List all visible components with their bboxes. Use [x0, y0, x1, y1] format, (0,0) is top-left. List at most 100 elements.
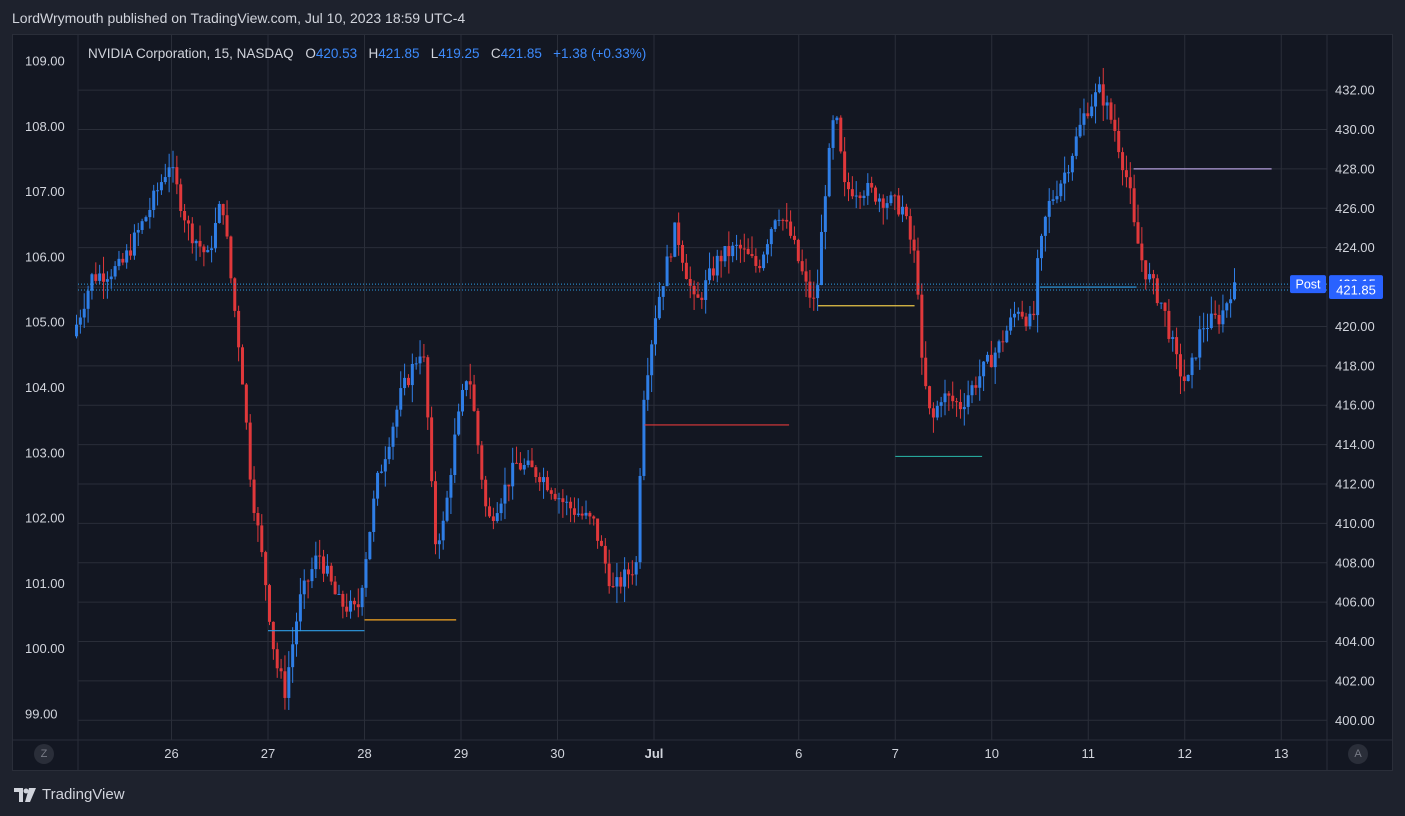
candle-body: [989, 354, 993, 368]
candle-body: [553, 493, 557, 500]
left-axis-tick: 101.00: [25, 576, 65, 591]
candle-body: [781, 219, 785, 221]
candle-body: [175, 167, 179, 185]
candle-body: [352, 600, 356, 605]
candle-body: [1229, 299, 1233, 304]
candle-body: [1028, 313, 1032, 327]
candle-body: [279, 668, 283, 672]
low-label: L: [430, 46, 439, 61]
candle-body: [792, 235, 796, 240]
candle-body: [599, 540, 603, 546]
candle-body: [1059, 183, 1063, 197]
candle-body: [341, 593, 345, 607]
candle-body: [688, 279, 692, 286]
candle-body: [700, 297, 704, 300]
candle-body: [912, 239, 916, 251]
candle-body: [742, 248, 746, 250]
candle-body: [140, 221, 144, 230]
candle-body: [1105, 102, 1109, 106]
candle-body: [808, 281, 812, 298]
candle-body: [526, 460, 530, 465]
candle-body: [1086, 113, 1090, 117]
open-label: O: [305, 46, 316, 61]
candle-body: [1051, 199, 1055, 201]
candle-body: [947, 393, 951, 396]
tradingview-logo-text: TradingView: [42, 786, 125, 803]
candle-body: [630, 574, 634, 576]
time-axis-tick: 6: [795, 746, 802, 761]
candle-body: [858, 195, 862, 199]
candle-body: [928, 386, 932, 409]
candle-body: [665, 256, 669, 287]
candle-body: [796, 239, 800, 262]
tradingview-logo[interactable]: TradingView: [14, 786, 125, 803]
candle-body: [958, 401, 962, 410]
candle-body: [634, 562, 638, 575]
candle-body: [1225, 303, 1229, 311]
candle-body: [866, 182, 870, 196]
right-axis-tick: 412.00: [1335, 476, 1375, 491]
close-value: 421.85: [500, 46, 542, 61]
candle-body: [1198, 329, 1202, 358]
candle-body: [816, 285, 820, 299]
symbol-title[interactable]: NVIDIA Corporation, 15, NASDAQ: [88, 46, 294, 61]
candle-body: [329, 565, 333, 582]
candle-body: [225, 215, 229, 237]
candle-body: [194, 240, 198, 244]
candle-body: [1186, 374, 1190, 382]
chart-canvas[interactable]: 432.00430.00428.00426.00424.00422.00420.…: [13, 35, 1392, 770]
candle-body: [349, 600, 353, 612]
candle-body: [1055, 196, 1059, 200]
candle-body: [283, 671, 287, 698]
candle-body: [901, 206, 905, 215]
candle-body: [819, 231, 823, 286]
candle-body: [268, 585, 271, 622]
candle-body: [758, 265, 762, 269]
candle-body: [738, 244, 742, 249]
chart-panel[interactable]: 432.00430.00428.00426.00424.00422.00420.…: [12, 34, 1393, 771]
time-axis-tick: 26: [164, 746, 178, 761]
right-axis-tick: 420.00: [1335, 319, 1375, 334]
candle-body: [623, 569, 627, 587]
candle-body: [291, 644, 295, 668]
right-axis-tick: 418.00: [1335, 358, 1375, 373]
candle-body: [360, 587, 364, 608]
candle-body: [430, 417, 434, 482]
candle-body: [642, 399, 646, 476]
candle-body: [638, 475, 642, 563]
candle-body: [908, 216, 912, 240]
candle-body: [812, 297, 816, 299]
candle-body: [179, 184, 183, 211]
candle-body: [924, 357, 928, 387]
candle-body: [1063, 172, 1067, 184]
zoom-reset-button[interactable]: Z: [34, 744, 54, 764]
candle-body: [974, 385, 978, 388]
candle-body: [98, 273, 102, 281]
left-axis-tick: 108.00: [25, 119, 65, 134]
candle-body: [109, 276, 113, 280]
candle-body: [395, 409, 399, 427]
candle-body: [1233, 282, 1236, 300]
candle-body: [198, 240, 202, 247]
candle-body: [511, 462, 515, 487]
candle-body: [711, 268, 715, 276]
auto-scale-button[interactable]: A: [1348, 744, 1368, 764]
candle-body: [186, 220, 190, 224]
candle-body: [213, 222, 217, 249]
candle-body: [951, 395, 955, 402]
candle-body: [132, 232, 136, 256]
candle-body: [488, 506, 492, 517]
candle-body: [171, 167, 175, 169]
right-axis-tick: 404.00: [1335, 634, 1375, 649]
left-axis-tick: 104.00: [25, 380, 65, 395]
time-axis-tick: 30: [550, 746, 564, 761]
candle-body: [1074, 136, 1078, 156]
candle-body: [754, 256, 758, 266]
candle-body: [619, 577, 623, 587]
candle-body: [669, 256, 673, 258]
candle-body: [1020, 311, 1024, 317]
candle-body: [148, 209, 152, 218]
candle-body: [696, 294, 700, 298]
candle-body: [453, 434, 457, 476]
left-axis-tick: 102.00: [25, 511, 65, 526]
